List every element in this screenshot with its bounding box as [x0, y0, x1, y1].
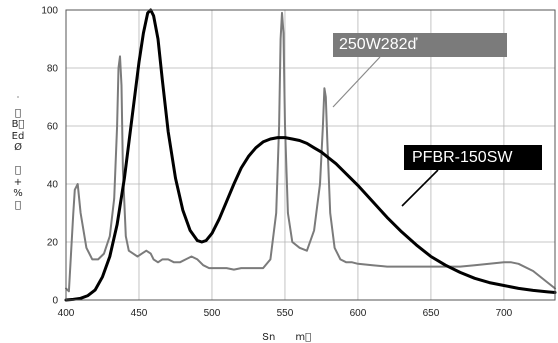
x-tick-label: 700	[496, 308, 513, 319]
x-axis-label: Տn m 	[262, 332, 312, 343]
plot-frame	[65, 9, 556, 301]
label-leader-line	[332, 56, 381, 108]
label-leader-line-2	[401, 169, 439, 207]
x-tick-label: 400	[58, 308, 75, 319]
x-tick-label: 650	[423, 308, 440, 319]
y-tick-label: 80	[47, 64, 59, 75]
x-tick-label: 500	[204, 308, 221, 319]
x-tick-label: 550	[277, 308, 294, 319]
y-tick-label: 100	[41, 6, 58, 17]
series-group	[64, 8, 557, 302]
x-tick-label: 450	[131, 308, 148, 319]
series-label-250w: 250W282ď	[333, 33, 507, 57]
y-tick-label: 60	[47, 122, 59, 133]
y-tick-label: 20	[47, 238, 59, 249]
series-line-0	[65, 11, 556, 293]
series-line-1	[64, 8, 557, 302]
y-tick-label: 40	[47, 180, 59, 191]
x-tick-label: 600	[350, 308, 367, 319]
series-label-pfbr: PFBR-150SW	[404, 145, 542, 170]
tick-labels: 400 450 500 550 600 650 700 0 20 40 60 80 100	[41, 6, 512, 320]
y-axis-label: ˙   B  Ed Ø   + %  	[11, 96, 25, 211]
y-tick-label: 0	[52, 296, 58, 307]
